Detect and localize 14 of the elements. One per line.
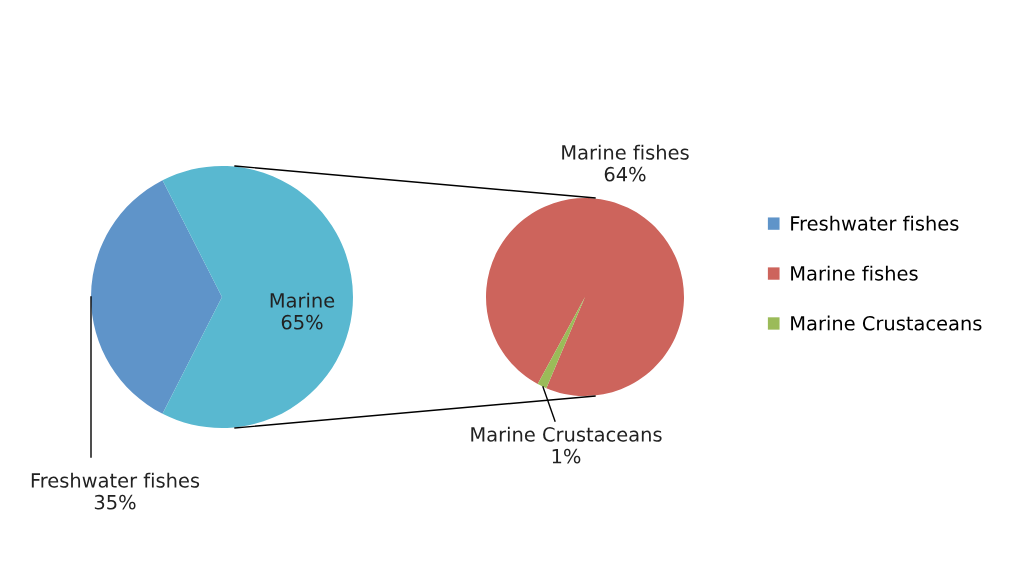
data-label: 65% (281, 314, 323, 330)
data-label: 35% (94, 494, 136, 510)
legend-label: Marine fishes (791, 265, 918, 281)
data-label: 1% (552, 448, 581, 464)
data-label: 64% (604, 166, 646, 182)
slice-label: Marine (270, 292, 335, 308)
legend-label: Freshwater fishes (791, 215, 959, 231)
slice-label: Freshwater fishes (31, 472, 200, 488)
slice-label: Marine fishes (562, 144, 689, 160)
pie-slice (162, 166, 353, 428)
pie-slice (486, 198, 684, 396)
slice-label: Marine Crustaceans (471, 426, 662, 442)
legend-label: Marine Crustaceans (791, 315, 982, 331)
pie-slice (91, 180, 222, 414)
